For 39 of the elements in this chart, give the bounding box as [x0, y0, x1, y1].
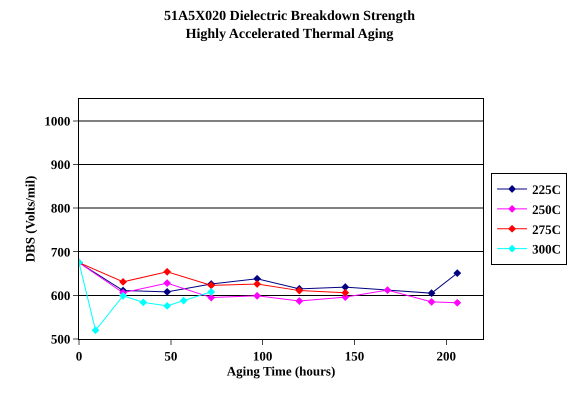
- y-tick-label: 700: [50, 244, 70, 260]
- point: [180, 296, 188, 304]
- x-tick-label: 150: [344, 348, 364, 364]
- point: [253, 280, 262, 288]
- point: [253, 292, 262, 300]
- legend-label: 250C: [532, 202, 561, 217]
- point: [428, 289, 436, 298]
- x-tick-label: 200: [436, 348, 456, 364]
- point: [341, 283, 350, 291]
- point: [163, 268, 172, 276]
- point: [139, 298, 148, 306]
- point: [207, 288, 216, 296]
- legend-label: 300C: [532, 242, 561, 257]
- point: [119, 292, 127, 300]
- point: [428, 298, 436, 306]
- y-tick-label: 800: [50, 200, 70, 216]
- x-tick-label: 0: [76, 348, 82, 364]
- y-tick-label: 900: [50, 157, 70, 172]
- y-tick-label: 500: [50, 332, 70, 347]
- x-tick-label: 100: [252, 348, 272, 364]
- point: [341, 288, 350, 297]
- legend-label: 225C: [532, 182, 561, 198]
- x-axis-title: Aging Time (hours): [226, 364, 336, 379]
- legend-label: 275C: [532, 222, 561, 237]
- point: [453, 269, 462, 278]
- point: [295, 297, 304, 305]
- point: [163, 302, 172, 310]
- y-tick-label: 600: [50, 288, 70, 303]
- point: [92, 326, 100, 334]
- point: [163, 279, 172, 288]
- x-tick-label: 50: [164, 348, 178, 364]
- point: [384, 286, 392, 294]
- chart-title: 51A5X020 Dielectric Breakdown Strength Highly Accelerated Thermal Aging: [164, 9, 416, 42]
- point: [207, 294, 216, 302]
- point: [453, 298, 462, 307]
- y-tick-label: 1000: [44, 113, 70, 128]
- y-axis-title: DBS (Volts/mil): [22, 176, 38, 262]
- point: [163, 288, 172, 296]
- point: [119, 278, 127, 286]
